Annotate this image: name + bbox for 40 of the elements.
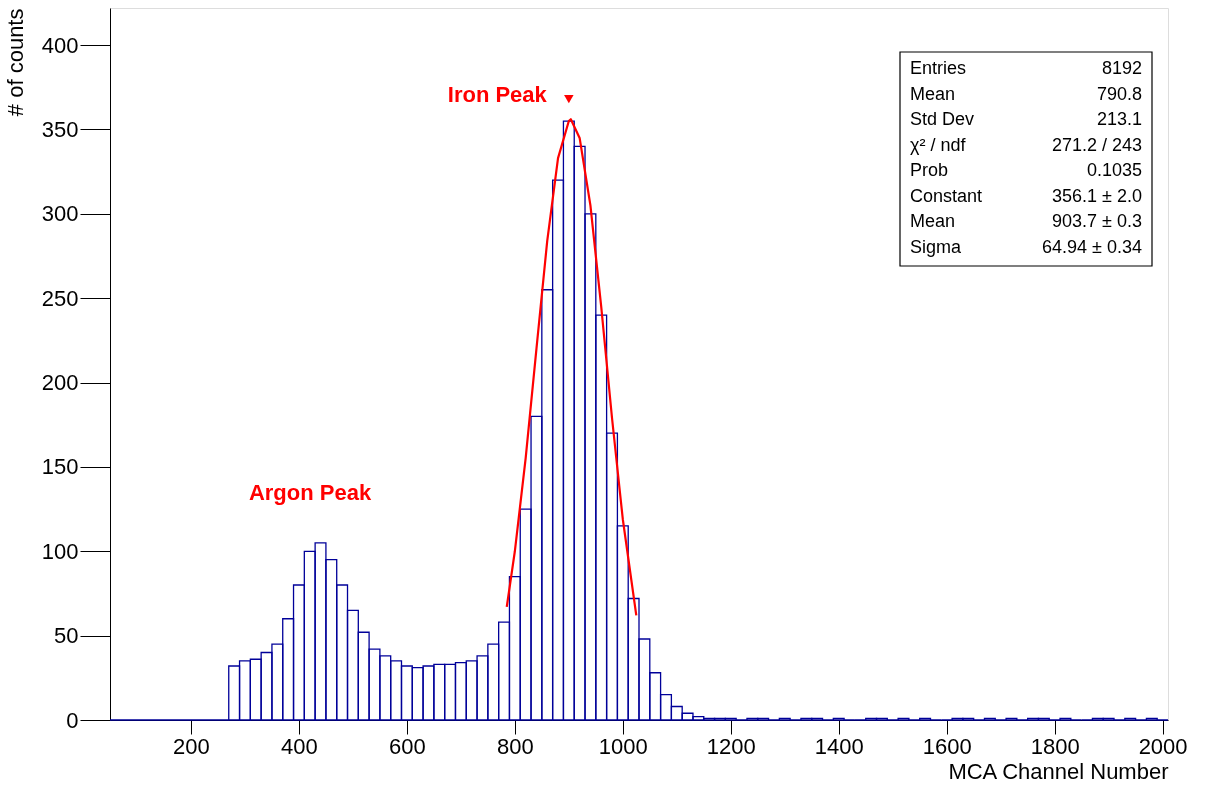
x-tick-label: 400 [281, 733, 318, 759]
annotation: 0.1035 [1086, 160, 1142, 180]
annotation: 8192 [1101, 58, 1142, 78]
annotation: Entries [910, 58, 967, 78]
annotation: 356.1 ± 2.0 [1052, 185, 1142, 206]
x-tick-label: 2000 [1138, 733, 1188, 759]
annotation: 213.1 [1096, 109, 1142, 129]
annotation: Iron Peak [447, 82, 548, 108]
x-tick-label: 600 [389, 733, 426, 759]
x-tick-label: 1200 [706, 733, 756, 759]
y-axis-title: # of counts [2, 8, 28, 117]
x-tick-label: 1400 [814, 733, 864, 759]
y-tick-label: 150 [41, 454, 79, 480]
annotation: χ² / ndf [910, 134, 967, 155]
y-tick-label: 350 [41, 116, 79, 142]
x-tick-label: 1600 [922, 733, 972, 759]
line-series [505, 118, 638, 617]
y-tick-label: 0 [66, 707, 79, 733]
annotation: 903.7 ± 0.3 [1052, 211, 1142, 231]
annotation: Constant [910, 185, 983, 206]
y-tick-label: 100 [41, 538, 79, 564]
annotation: Mean [910, 83, 956, 104]
annotation: Mean [910, 211, 956, 231]
y-tick-label: 250 [41, 285, 79, 311]
annotation: 64.94 ± 0.34 [1042, 236, 1142, 257]
x-tick-label: 1000 [598, 733, 648, 759]
annotation: 271.2 / 243 [1051, 134, 1142, 155]
y-tick-label: 200 [41, 370, 79, 396]
x-tick-label: 200 [173, 733, 210, 759]
x-tick-label: 1800 [1030, 733, 1080, 759]
annotation: Sigma [910, 236, 963, 257]
annotation: Std Dev [910, 109, 975, 129]
y-tick-label: 400 [41, 32, 79, 58]
x-axis-title: MCA Channel Number [948, 758, 1169, 784]
y-tick-label: 50 [54, 623, 79, 649]
annotation: 790.8 [1096, 83, 1142, 104]
annotation: Argon Peak [248, 480, 372, 505]
x-tick-label: 800 [496, 733, 534, 759]
annotation: Prob [910, 160, 949, 180]
y-tick-label: 300 [41, 201, 79, 227]
